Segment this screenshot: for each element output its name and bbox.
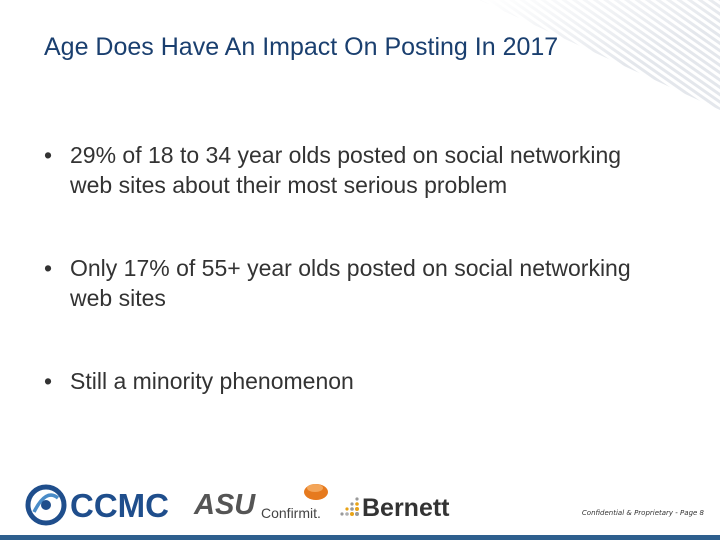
- bullet-item: • 29% of 18 to 34 year olds posted on so…: [44, 140, 664, 200]
- slide-title: Age Does Have An Impact On Posting In 20…: [44, 33, 559, 61]
- bullet-text: 29% of 18 to 34 year olds posted on soci…: [70, 142, 622, 198]
- logo-strip: CCMC ASU Confirmit. Bernett: [25, 480, 495, 530]
- bernett-logo: Bernett: [340, 494, 450, 522]
- bullet-list: • 29% of 18 to 34 year olds posted on so…: [44, 140, 664, 396]
- bullet-item: • Still a minority phenomenon: [44, 366, 664, 396]
- asu-logo-text: ASU: [193, 489, 256, 520]
- corner-decoration: [480, 0, 720, 110]
- bullet-item: • Only 17% of 55+ year olds posted on so…: [44, 253, 664, 313]
- confirmit-logo-text: Confirmit.: [261, 505, 321, 521]
- bullet-text: Still a minority phenomenon: [70, 368, 354, 394]
- dots-icon: [340, 497, 359, 516]
- ccmc-logo-text: CCMC: [70, 487, 169, 524]
- ccmc-logo: CCMC: [25, 484, 169, 526]
- confirmit-logo: Confirmit.: [261, 484, 328, 521]
- bullet-symbol: •: [44, 142, 53, 168]
- asu-logo: ASU: [193, 489, 256, 520]
- bullet-text: Only 17% of 55+ year olds posted on soci…: [70, 255, 631, 311]
- bottom-bar: [0, 535, 720, 540]
- bernett-logo-text: Bernett: [362, 494, 450, 522]
- bullet-symbol: •: [44, 368, 53, 394]
- footer-text: Confidential & Proprietary - Page 8: [581, 509, 704, 517]
- bullet-symbol: •: [44, 255, 53, 281]
